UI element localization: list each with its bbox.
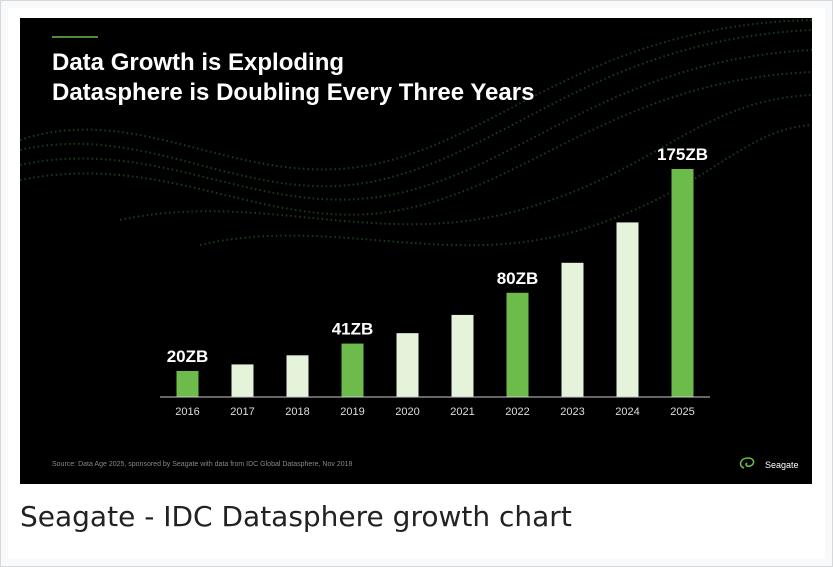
bar [341, 343, 364, 397]
data-label: 175ZB [657, 145, 708, 164]
x-tick-label: 2020 [395, 406, 419, 418]
x-tick-label: 2018 [285, 406, 309, 418]
x-tick-label: 2025 [670, 406, 694, 418]
x-tick-label: 2019 [340, 406, 364, 418]
chart-subtitle: Datasphere is Doubling Every Three Years [52, 79, 534, 106]
bar [616, 222, 639, 397]
data-label: 41ZB [332, 320, 374, 339]
bar [671, 169, 694, 397]
bar [451, 314, 474, 397]
bar [231, 364, 254, 397]
bar [561, 262, 584, 397]
bar [506, 292, 529, 397]
decorative-waves [19, 19, 813, 247]
x-tick-label: 2023 [560, 406, 584, 418]
wave [19, 29, 813, 188]
source-note: Source: Data Age 2025, sponsored by Seag… [52, 461, 353, 468]
bar [176, 370, 199, 397]
bar [396, 333, 419, 397]
wave [119, 94, 813, 226]
wave [19, 49, 813, 201]
caption: Seagate - IDC Datasphere growth chart [20, 500, 572, 533]
x-tick-label: 2022 [505, 406, 529, 418]
x-tick-label: 2021 [450, 406, 474, 418]
wave [199, 124, 813, 247]
data-label: 80ZB [497, 269, 539, 288]
x-tick-label: 2017 [230, 406, 254, 418]
brand-logo: Seagate [739, 457, 799, 470]
x-tick-label: 2016 [175, 406, 199, 418]
data-label: 20ZB [167, 347, 209, 366]
x-tick-label: 2024 [615, 406, 639, 418]
chart-title: Data Growth is Exploding [52, 49, 344, 76]
bar [286, 355, 309, 397]
logo-icon [739, 457, 755, 469]
brand-name: Seagate [765, 460, 799, 470]
